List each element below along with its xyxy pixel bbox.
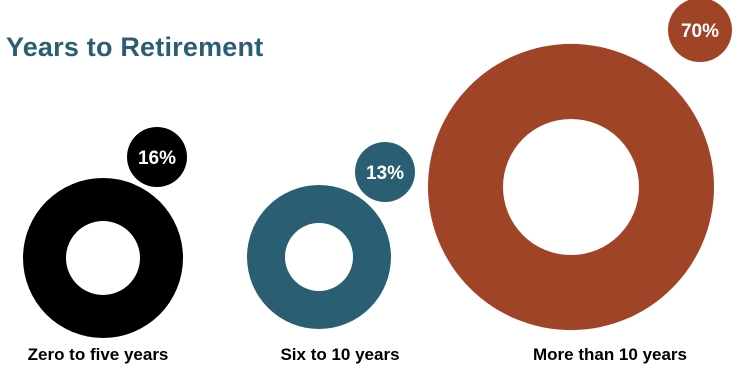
data-label-zero-to-five-years: 16% (138, 148, 176, 169)
percent-bubble-more-than-10-years (668, 0, 732, 62)
chart-title: Years to Retirement (6, 32, 264, 62)
donut-ring-more-than-10-years (427, 43, 715, 331)
category-label-zero-to-five-years: Zero to five years (28, 345, 169, 364)
percent-bubble-six-to-10-years (355, 142, 415, 202)
data-label-more-than-10-years: 70% (681, 21, 719, 42)
category-label-more-than-10-years: More than 10 years (533, 345, 687, 364)
category-label-six-to-10-years: Six to 10 years (280, 345, 399, 364)
data-label-six-to-10-years: 13% (366, 163, 404, 184)
donut-ring-six-to-10-years (247, 185, 391, 329)
percent-bubble-zero-to-five-years (127, 127, 187, 187)
donut-ring-zero-to-five-years (23, 178, 183, 338)
